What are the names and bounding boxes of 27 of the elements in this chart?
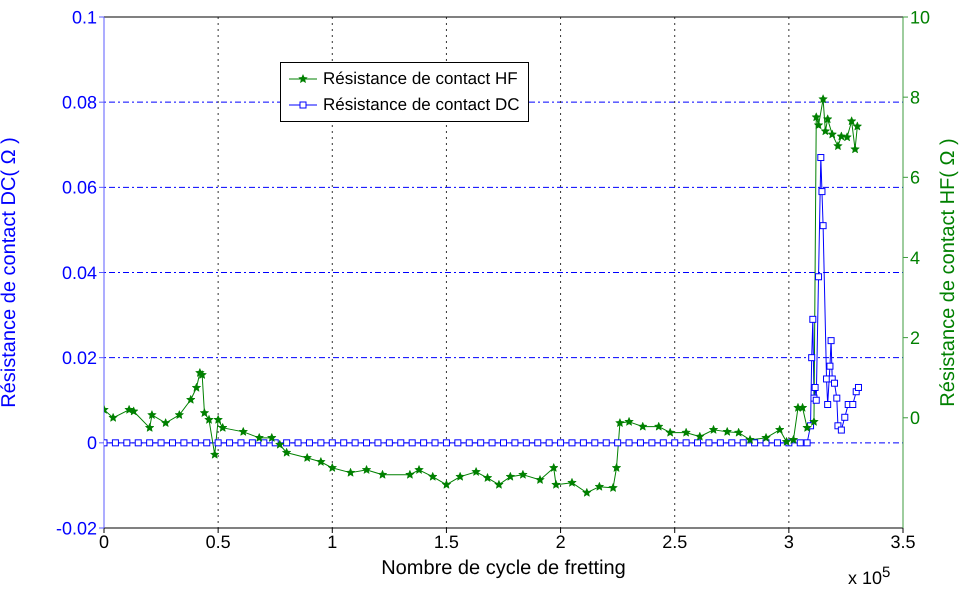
y2-tick-label: 10 [910,7,930,28]
y2-tick-label: 0 [910,408,920,428]
x-tick-label: 2 [556,532,566,552]
y2-axis-title: Résistance de contact HF( Ω ) [937,138,960,407]
legend-label: Résistance de contact HF [323,69,518,89]
x-axis-title: Nombre de cycle de fretting [381,557,626,579]
y2-tick-label: 8 [910,88,920,108]
y-tick-label: 0.08 [62,92,97,113]
y-tick-label: 0.02 [62,348,97,368]
x-tick-label: 2.5 [662,532,688,552]
y-tick-label: 0 [86,433,97,454]
y-tick-label: 0.04 [62,262,97,283]
x-tick-label: 3.5 [890,532,916,552]
y-tick-label: -0.02 [56,518,97,538]
y2-tick-label: 6 [910,168,920,188]
y-axis-title: Résistance de contact DC( Ω ) [0,137,20,408]
legend-label: Résistance de contact DC [323,95,520,115]
x-tick-label: 1.5 [434,532,459,552]
y2-tick-label: 4 [910,248,920,268]
x-tick-label: 1 [327,532,338,552]
text: x 10$^{5}$ [848,564,890,589]
y-tick-label: 0.06 [62,178,97,198]
x-tick-label: 0 [98,532,110,552]
x-tick-label: 0.5 [206,532,231,552]
x-tick-label: 3 [784,532,794,552]
y-tick-label: 0.1 [72,7,97,28]
y2-tick-label: 2 [910,328,920,348]
